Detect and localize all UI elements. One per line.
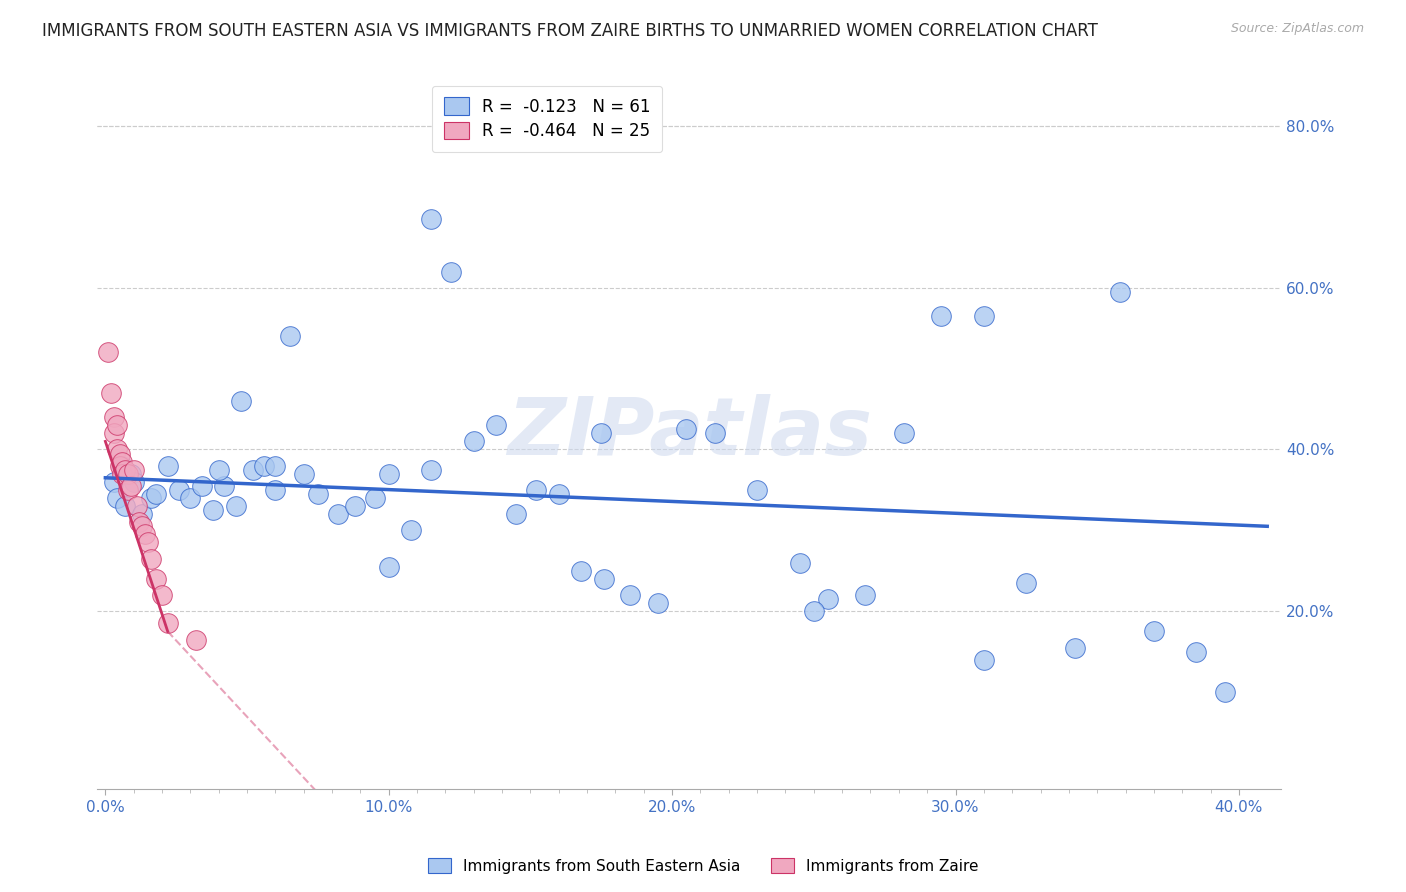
- Point: [440, 264, 463, 278]
- Point: [647, 596, 669, 610]
- Point: [703, 426, 725, 441]
- Point: [105, 418, 128, 433]
- Point: [103, 410, 125, 425]
- Point: [505, 507, 527, 521]
- Point: [973, 653, 995, 667]
- Legend: Immigrants from South Eastern Asia, Immigrants from Zaire: Immigrants from South Eastern Asia, Immi…: [422, 852, 984, 880]
- Point: [343, 499, 366, 513]
- Point: [105, 491, 128, 505]
- Text: ZIPatlas: ZIPatlas: [506, 394, 872, 472]
- Point: [156, 458, 179, 473]
- Point: [214, 479, 236, 493]
- Point: [179, 491, 201, 505]
- Point: [120, 467, 142, 481]
- Point: [184, 632, 207, 647]
- Point: [122, 475, 145, 489]
- Point: [145, 572, 167, 586]
- Point: [190, 479, 212, 493]
- Point: [420, 211, 443, 226]
- Point: [326, 507, 349, 521]
- Point: [264, 458, 287, 473]
- Point: [1143, 624, 1166, 639]
- Point: [292, 467, 315, 481]
- Point: [571, 564, 593, 578]
- Point: [150, 588, 173, 602]
- Point: [1108, 285, 1130, 299]
- Point: [463, 434, 485, 449]
- Point: [675, 422, 697, 436]
- Point: [139, 491, 162, 505]
- Point: [108, 458, 131, 473]
- Point: [103, 475, 125, 489]
- Point: [931, 309, 953, 323]
- Legend: R =  -0.123   N = 61, R =  -0.464   N = 25: R = -0.123 N = 61, R = -0.464 N = 25: [432, 86, 662, 153]
- Point: [100, 385, 122, 400]
- Point: [114, 463, 136, 477]
- Point: [619, 588, 641, 602]
- Point: [803, 604, 825, 618]
- Text: Source: ZipAtlas.com: Source: ZipAtlas.com: [1230, 22, 1364, 36]
- Point: [145, 487, 167, 501]
- Point: [1063, 640, 1085, 655]
- Point: [853, 588, 876, 602]
- Point: [593, 572, 616, 586]
- Point: [973, 309, 995, 323]
- Point: [547, 487, 569, 501]
- Point: [136, 535, 159, 549]
- Point: [111, 458, 134, 473]
- Point: [817, 592, 839, 607]
- Point: [524, 483, 547, 497]
- Point: [120, 479, 142, 493]
- Point: [105, 442, 128, 457]
- Point: [117, 483, 139, 497]
- Point: [278, 329, 301, 343]
- Point: [103, 426, 125, 441]
- Point: [1015, 575, 1038, 590]
- Point: [167, 483, 190, 497]
- Y-axis label: Births to Unmarried Women: Births to Unmarried Women: [0, 326, 7, 540]
- Point: [401, 524, 423, 538]
- Point: [264, 483, 287, 497]
- Point: [485, 418, 508, 433]
- Point: [131, 519, 153, 533]
- Point: [202, 503, 225, 517]
- Point: [122, 463, 145, 477]
- Point: [225, 499, 247, 513]
- Point: [111, 467, 134, 481]
- Point: [377, 467, 399, 481]
- Point: [125, 499, 148, 513]
- Point: [420, 463, 443, 477]
- Point: [208, 463, 231, 477]
- Point: [789, 556, 811, 570]
- Point: [1213, 685, 1236, 699]
- Point: [363, 491, 385, 505]
- Point: [128, 515, 150, 529]
- Point: [139, 551, 162, 566]
- Point: [591, 426, 613, 441]
- Point: [377, 559, 399, 574]
- Point: [1185, 645, 1208, 659]
- Point: [242, 463, 264, 477]
- Point: [97, 345, 120, 359]
- Point: [111, 454, 134, 468]
- Point: [253, 458, 276, 473]
- Point: [134, 527, 156, 541]
- Point: [231, 393, 253, 408]
- Point: [108, 446, 131, 460]
- Point: [747, 483, 769, 497]
- Point: [117, 467, 139, 481]
- Point: [156, 616, 179, 631]
- Point: [114, 499, 136, 513]
- Point: [131, 507, 153, 521]
- Point: [307, 487, 329, 501]
- Point: [893, 426, 915, 441]
- Text: IMMIGRANTS FROM SOUTH EASTERN ASIA VS IMMIGRANTS FROM ZAIRE BIRTHS TO UNMARRIED : IMMIGRANTS FROM SOUTH EASTERN ASIA VS IM…: [42, 22, 1098, 40]
